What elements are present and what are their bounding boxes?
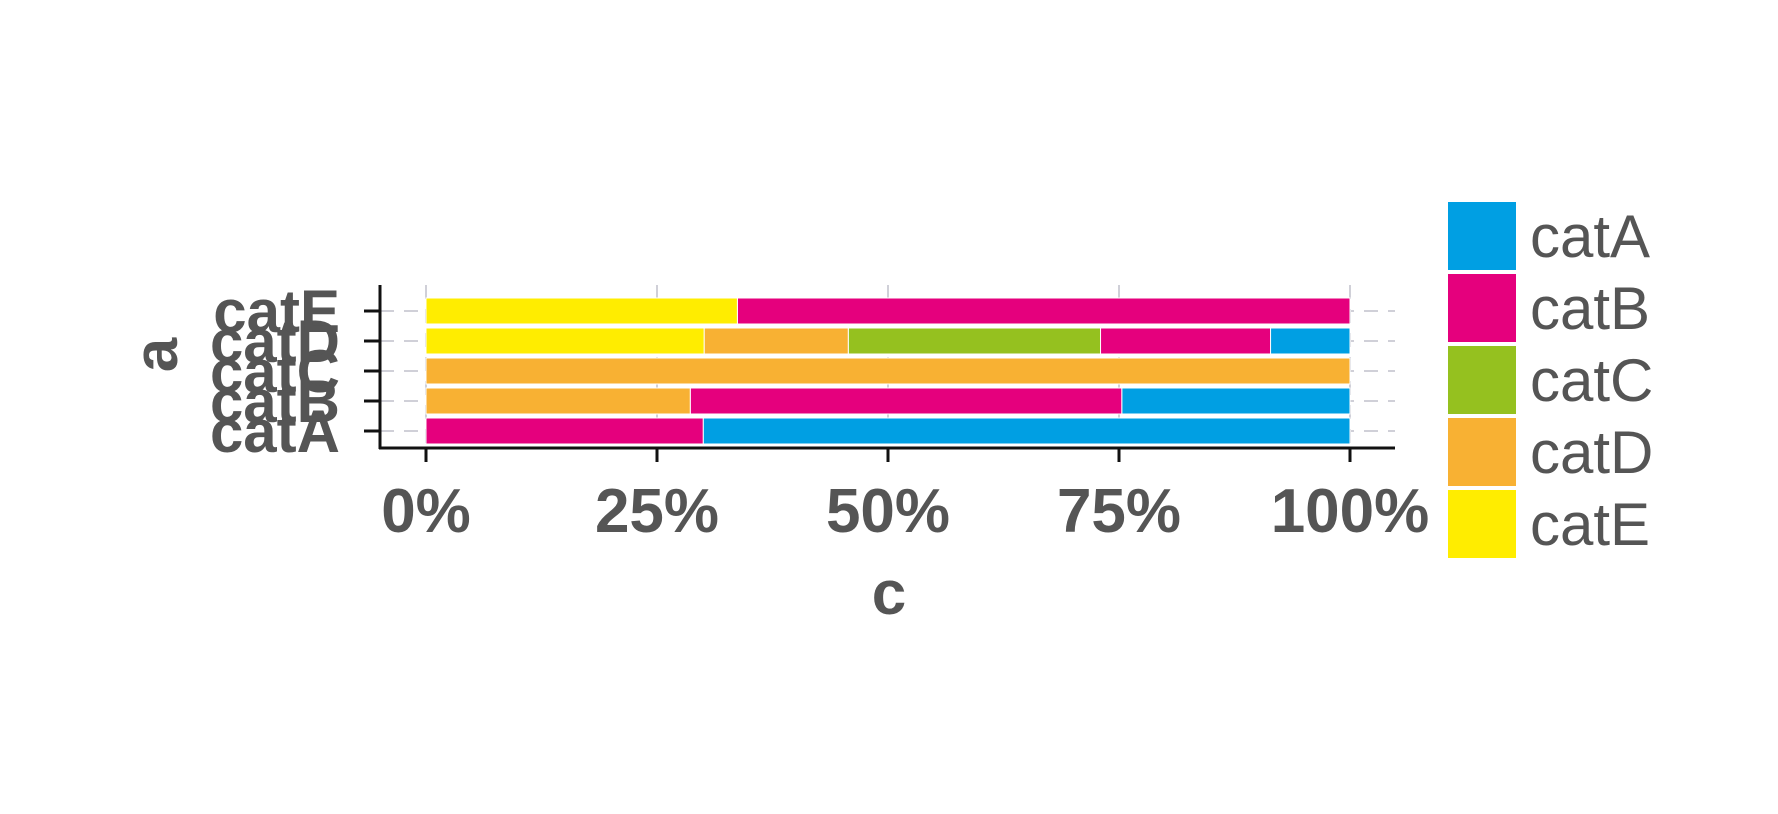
x-tick-label-1: 25% — [595, 477, 719, 546]
bar-catD-catD — [703, 327, 849, 355]
y-tick-label-catA: catA — [210, 398, 340, 465]
legend-swatch-catE — [1448, 490, 1516, 558]
x-tick-label-3: 75% — [1057, 477, 1181, 546]
legend-swatch-catC — [1448, 346, 1516, 414]
y-tick-label-catC: catC — [210, 338, 340, 405]
y-tick-label-catB: catB — [210, 368, 340, 435]
legend-label-catC: catC — [1530, 347, 1653, 414]
x-tick-label-0: 0% — [381, 477, 471, 546]
x-axis-title: c — [872, 559, 906, 628]
bar-catC-catD — [425, 357, 1351, 385]
legend-swatch-catD — [1448, 418, 1516, 486]
x-axis-ticks: 0% 25% 50% 75% 100% — [381, 448, 1429, 546]
legend-label-catD: catD — [1530, 419, 1653, 486]
bar-catE-catE — [425, 297, 738, 325]
bar-catD-catC — [847, 327, 1102, 355]
x-tick-label-4: 100% — [1271, 477, 1430, 546]
bar-catB-catD — [425, 387, 691, 415]
bar-catB-catB — [689, 387, 1123, 415]
bar-catB-catA — [1121, 387, 1351, 415]
legend-swatch-catB — [1448, 274, 1516, 342]
bar-catA-catB — [425, 417, 704, 445]
y-tick-label-catE: catE — [213, 278, 340, 345]
legend-label-catE: catE — [1530, 491, 1650, 558]
bar-catE-catB — [736, 297, 1351, 325]
bar-catD-catA — [1270, 327, 1351, 355]
legend-label-catB: catB — [1530, 275, 1650, 342]
y-tick-label-catD: catD — [210, 308, 340, 375]
bar-catD-catB — [1100, 327, 1272, 355]
y-axis-title: a — [122, 337, 191, 372]
bars — [425, 297, 1351, 445]
legend-swatch-catA — [1448, 202, 1516, 270]
bar-catD-catE — [425, 327, 705, 355]
legend-label-catA: catA — [1530, 203, 1650, 270]
bar-catA-catA — [702, 417, 1351, 445]
x-tick-label-2: 50% — [826, 477, 950, 546]
